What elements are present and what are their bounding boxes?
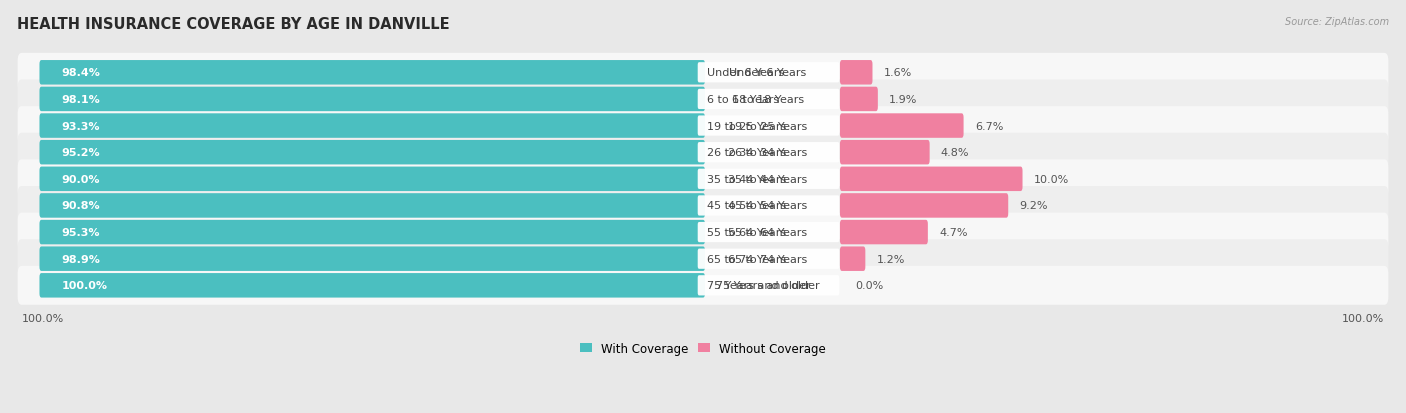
FancyBboxPatch shape [839, 114, 963, 138]
Text: 6 to 18 Years: 6 to 18 Years [707, 95, 779, 104]
FancyBboxPatch shape [18, 240, 1388, 278]
Text: 90.0%: 90.0% [62, 174, 100, 184]
FancyBboxPatch shape [697, 169, 839, 190]
Text: 95.3%: 95.3% [62, 228, 100, 237]
Text: 19 to 25 Years: 19 to 25 Years [728, 121, 807, 131]
Text: 75 Years and older: 75 Years and older [716, 281, 820, 291]
Text: 100.0%: 100.0% [1343, 313, 1385, 323]
FancyBboxPatch shape [18, 107, 1388, 146]
Text: 95.2%: 95.2% [62, 148, 100, 158]
Text: 26 to 34 Years: 26 to 34 Years [728, 148, 807, 158]
FancyBboxPatch shape [18, 133, 1388, 172]
Text: Under 6 Years: Under 6 Years [707, 68, 785, 78]
Text: HEALTH INSURANCE COVERAGE BY AGE IN DANVILLE: HEALTH INSURANCE COVERAGE BY AGE IN DANV… [17, 17, 450, 31]
Text: 45 to 54 Years: 45 to 54 Years [728, 201, 807, 211]
FancyBboxPatch shape [18, 213, 1388, 252]
FancyBboxPatch shape [18, 80, 1388, 119]
Text: 9.2%: 9.2% [1019, 201, 1047, 211]
FancyBboxPatch shape [697, 275, 839, 296]
Text: 35 to 44 Years: 35 to 44 Years [707, 174, 786, 184]
Text: 93.3%: 93.3% [62, 121, 100, 131]
Text: 1.9%: 1.9% [889, 95, 918, 104]
FancyBboxPatch shape [697, 116, 839, 136]
FancyBboxPatch shape [839, 140, 929, 165]
FancyBboxPatch shape [39, 61, 704, 85]
FancyBboxPatch shape [18, 187, 1388, 225]
Text: 35 to 44 Years: 35 to 44 Years [728, 174, 807, 184]
FancyBboxPatch shape [697, 249, 839, 269]
FancyBboxPatch shape [839, 61, 873, 85]
FancyBboxPatch shape [839, 220, 928, 245]
Text: 90.8%: 90.8% [62, 201, 100, 211]
FancyBboxPatch shape [697, 196, 839, 216]
Text: 100.0%: 100.0% [21, 313, 63, 323]
Text: 10.0%: 10.0% [1033, 174, 1069, 184]
FancyBboxPatch shape [697, 63, 839, 83]
Text: 0.0%: 0.0% [855, 281, 883, 291]
Text: 98.4%: 98.4% [62, 68, 100, 78]
Text: 55 to 64 Years: 55 to 64 Years [728, 228, 807, 237]
FancyBboxPatch shape [18, 54, 1388, 93]
Text: 6.7%: 6.7% [974, 121, 1004, 131]
FancyBboxPatch shape [18, 266, 1388, 305]
Text: 26 to 34 Years: 26 to 34 Years [707, 148, 786, 158]
FancyBboxPatch shape [39, 194, 704, 218]
FancyBboxPatch shape [839, 167, 1022, 192]
Text: 1.2%: 1.2% [876, 254, 905, 264]
Text: 98.1%: 98.1% [62, 95, 100, 104]
FancyBboxPatch shape [39, 220, 704, 245]
Text: 65 to 74 Years: 65 to 74 Years [707, 254, 786, 264]
Legend: With Coverage, Without Coverage: With Coverage, Without Coverage [575, 337, 831, 360]
Text: 55 to 64 Years: 55 to 64 Years [707, 228, 786, 237]
Text: 4.7%: 4.7% [939, 228, 967, 237]
Text: Under 6 Years: Under 6 Years [730, 68, 807, 78]
FancyBboxPatch shape [697, 223, 839, 242]
Text: 6 to 18 Years: 6 to 18 Years [731, 95, 804, 104]
FancyBboxPatch shape [39, 247, 704, 271]
FancyBboxPatch shape [39, 167, 704, 192]
Text: 4.8%: 4.8% [941, 148, 969, 158]
FancyBboxPatch shape [697, 143, 839, 163]
FancyBboxPatch shape [839, 194, 1008, 218]
FancyBboxPatch shape [39, 273, 704, 298]
Text: 65 to 74 Years: 65 to 74 Years [728, 254, 807, 264]
Text: 1.6%: 1.6% [884, 68, 912, 78]
Text: 45 to 54 Years: 45 to 54 Years [707, 201, 786, 211]
FancyBboxPatch shape [839, 88, 877, 112]
FancyBboxPatch shape [18, 160, 1388, 199]
FancyBboxPatch shape [697, 90, 839, 110]
Text: 75 Years and older: 75 Years and older [707, 281, 811, 291]
Text: 98.9%: 98.9% [62, 254, 100, 264]
FancyBboxPatch shape [39, 140, 704, 165]
FancyBboxPatch shape [39, 114, 704, 138]
Text: Source: ZipAtlas.com: Source: ZipAtlas.com [1285, 17, 1389, 26]
FancyBboxPatch shape [39, 88, 704, 112]
FancyBboxPatch shape [839, 247, 865, 271]
Text: 19 to 25 Years: 19 to 25 Years [707, 121, 786, 131]
Text: 100.0%: 100.0% [62, 281, 107, 291]
